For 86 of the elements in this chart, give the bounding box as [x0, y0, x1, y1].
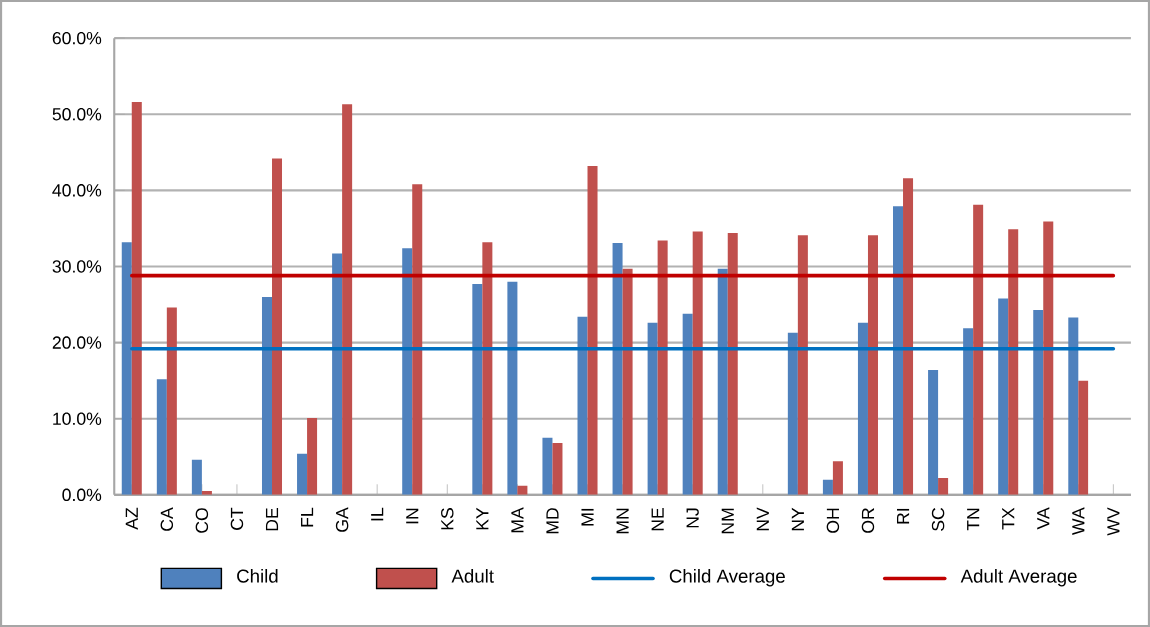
bar	[297, 453, 308, 495]
x-tick-label: NE	[651, 507, 664, 531]
x-tick-label: OR	[861, 508, 875, 533]
x-tick-label: MD	[546, 508, 559, 534]
x-tick-label: RI	[896, 508, 910, 524]
y-tick-label: 30.0%	[52, 260, 102, 273]
x-tick-label: NV	[756, 507, 769, 531]
bar	[857, 322, 868, 495]
bar	[402, 248, 413, 495]
bar	[903, 178, 914, 495]
bar	[342, 104, 353, 495]
bar	[612, 242, 623, 495]
bar	[307, 417, 318, 495]
x-tick-label: KY	[476, 507, 489, 530]
bar	[542, 437, 553, 495]
bar	[893, 206, 904, 495]
x-tick-label: MI	[581, 508, 594, 526]
bar	[998, 298, 1009, 495]
bar	[727, 232, 738, 495]
bar	[482, 242, 493, 495]
x-tick-label: GA	[335, 507, 349, 532]
bar	[156, 379, 167, 495]
x-tick-label: IL	[371, 507, 384, 521]
legend-label: Child	[237, 568, 278, 583]
bar	[507, 281, 518, 495]
bar	[272, 158, 283, 495]
bar	[121, 242, 132, 495]
bar	[261, 296, 273, 495]
x-tick-label: NJ	[686, 508, 699, 528]
bar	[1008, 229, 1019, 495]
bar	[577, 316, 588, 495]
x-tick-label: MN	[616, 508, 629, 534]
legend-label: Child Average	[669, 568, 785, 587]
bar	[166, 307, 177, 495]
x-tick-label: DE	[265, 507, 279, 531]
bar	[963, 328, 974, 495]
bar	[973, 204, 984, 495]
bar	[552, 443, 563, 495]
x-tick-label: TX	[1002, 507, 1015, 530]
bar	[787, 332, 798, 495]
x-tick-label: MA	[511, 507, 524, 533]
bar	[647, 322, 658, 495]
bar	[412, 184, 423, 495]
x-tick-label: CO	[195, 508, 209, 533]
bar	[332, 253, 343, 495]
x-tick-label: CT	[230, 507, 244, 530]
x-tick-label: NY	[791, 507, 804, 531]
y-tick-label: 40.0%	[52, 184, 102, 197]
x-tick-label: KS	[441, 508, 454, 530]
bar	[822, 479, 833, 495]
bar	[587, 165, 598, 495]
bar	[1078, 380, 1089, 495]
bar	[797, 235, 808, 495]
legend-label: Adult	[451, 568, 494, 583]
bar	[938, 478, 949, 495]
bar	[692, 231, 703, 495]
x-tick-label: TN	[967, 508, 980, 531]
x-tick-label: SC	[931, 507, 945, 531]
y-tick-label: 60.0%	[52, 31, 102, 45]
y-tick-label: 0.0%	[62, 488, 102, 502]
bar	[472, 283, 483, 495]
x-tick-label: CA	[160, 507, 174, 531]
bar	[131, 102, 142, 495]
y-tick-label: 50.0%	[52, 107, 102, 121]
bar	[657, 240, 668, 495]
bar	[1033, 309, 1044, 495]
bar	[1068, 317, 1079, 495]
x-tick-label: FL	[301, 507, 314, 527]
bar	[832, 461, 843, 495]
x-tick-label: NM	[721, 508, 734, 534]
bar	[867, 235, 878, 495]
x-tick-label: IN	[406, 508, 419, 524]
x-tick-label: WA	[1072, 507, 1085, 535]
bar	[682, 313, 693, 495]
bar	[1043, 221, 1054, 495]
bar	[717, 268, 728, 495]
x-tick-label: VA	[1037, 507, 1050, 530]
y-tick-label: 10.0%	[53, 412, 102, 425]
bar	[928, 369, 939, 495]
bar	[622, 268, 633, 495]
bar	[191, 459, 202, 495]
x-tick-label: OH	[826, 508, 840, 533]
y-tick-label: 20.0%	[52, 336, 102, 349]
x-tick-label: WV	[1107, 507, 1120, 536]
x-tick-label: AZ	[125, 507, 138, 530]
legend-label: Adult Average	[960, 568, 1077, 587]
